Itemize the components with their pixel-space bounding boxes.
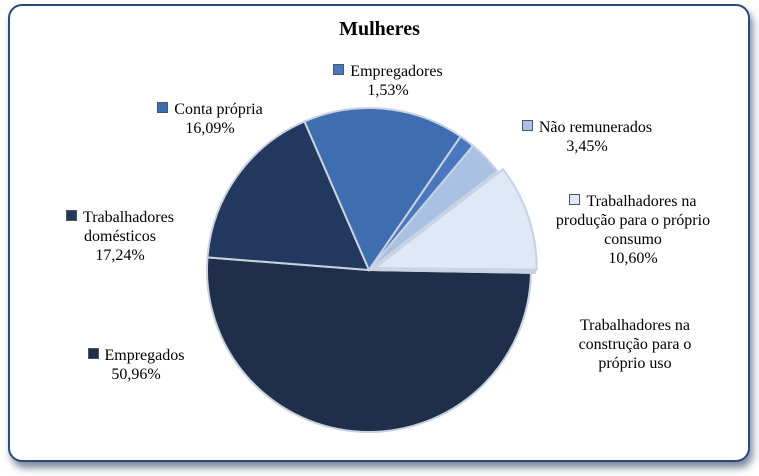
label-construcao-uso: Trabalhadores na construção para o própr…	[560, 316, 710, 373]
label-empregadores: Empregadores 1,53%	[318, 62, 458, 100]
label-producao-consumo-name: Trabalhadores na produção para o próprio…	[555, 193, 711, 248]
pie-slice-trabalhadores-dom-sticos	[206, 120, 371, 272]
label-conta-propria-value: 16,09%	[185, 120, 235, 137]
legend-key-nao-remunerados	[521, 120, 533, 131]
label-nao-remunerados-value: 3,45%	[566, 138, 608, 155]
legend-key-domesticos	[66, 210, 78, 221]
label-producao-consumo-value: 10,60%	[608, 250, 658, 267]
pie-slice-n-o-remunerados	[368, 144, 499, 271]
label-empregados-value: 50,96%	[111, 366, 161, 383]
chart-title: Mulheres	[339, 18, 420, 40]
label-domesticos-value: 17,24%	[95, 247, 145, 264]
label-conta-propria: Conta própria 16,09%	[140, 100, 280, 138]
legend-key-conta-propria	[157, 102, 169, 113]
label-empregadores-value: 1,53%	[367, 82, 409, 99]
legend-key-empregados	[87, 348, 99, 359]
label-producao-consumo: Trabalhadores na produção para o próprio…	[553, 192, 713, 268]
legend-key-empregadores	[333, 64, 345, 75]
pie-slice-trabalhadores-na-produ-o-para-o-pr-prio-consumo	[371, 167, 538, 271]
label-domesticos: Trabalhadores domésticos 17,24%	[45, 208, 195, 265]
label-empregados: Empregados 50,96%	[66, 346, 206, 384]
label-nao-remunerados: Não remunerados 3,45%	[512, 118, 662, 156]
label-empregadores-name: Empregadores	[350, 63, 443, 80]
pie-slice-empregados	[206, 256, 532, 433]
legend-key-producao-consumo	[569, 194, 581, 205]
label-construcao-uso-name: Trabalhadores na construção para o própr…	[578, 317, 692, 372]
pie-slice-conta-pr-pria	[303, 107, 463, 273]
label-nao-remunerados-name: Não remunerados	[538, 119, 653, 136]
label-empregados-name: Empregados	[104, 347, 185, 364]
label-conta-propria-name: Conta própria	[174, 101, 263, 118]
pie-slice-trabalhadores-na-constru-o-para-o-pr-prio-uso	[372, 269, 537, 274]
label-domesticos-name: Trabalhadores domésticos	[83, 209, 174, 245]
